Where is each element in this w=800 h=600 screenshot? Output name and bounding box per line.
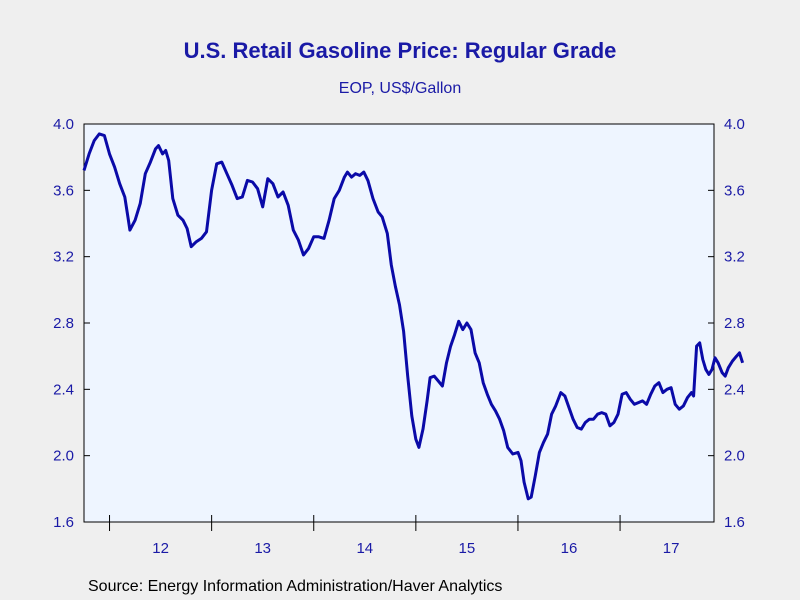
y-tick-label-left: 2.4 xyxy=(53,381,74,398)
series-line xyxy=(82,132,745,501)
x-tick-label: 12 xyxy=(152,540,169,557)
chart-title: U.S. Retail Gasoline Price: Regular Grad… xyxy=(183,38,617,63)
y-tick-label-left: 1.6 xyxy=(53,514,74,531)
chart-subtitle: EOP, US$/Gallon xyxy=(338,80,462,97)
x-tick-label: 16 xyxy=(561,540,578,557)
y-tick-label-right: 2.0 xyxy=(724,448,745,465)
y-tick-label-right: 3.2 xyxy=(724,249,745,266)
y-tick-label-left: 2.0 xyxy=(53,448,74,465)
y-tick-label-left: 2.8 xyxy=(53,315,74,332)
y-tick-label-right: 4.0 xyxy=(724,116,745,133)
plot-area xyxy=(83,123,715,523)
x-tick-label: 15 xyxy=(459,540,476,557)
x-tick-label: 14 xyxy=(356,540,373,557)
x-tick-label: 13 xyxy=(254,540,271,557)
y-tick-label-right: 2.4 xyxy=(724,381,745,398)
y-tick-label-right: 1.6 xyxy=(724,514,745,531)
source-note: Source: Energy Information Administratio… xyxy=(88,578,503,595)
y-axis-left: 1.6 2.0 2.4 2.8 3.2 3.6 4.0 xyxy=(53,116,90,531)
y-tick-label-right: 2.8 xyxy=(724,315,745,332)
y-axis-right: 1.6 2.0 2.4 2.8 3.2 3.6 4.0 xyxy=(708,116,745,531)
y-tick-label-left: 4.0 xyxy=(53,116,74,133)
y-tick-label-right: 3.6 xyxy=(724,182,745,199)
x-axis: 12 13 14 15 16 17 xyxy=(109,515,680,557)
y-tick-label-left: 3.6 xyxy=(53,182,74,199)
x-tick-label: 17 xyxy=(663,540,680,557)
y-tick-label-left: 3.2 xyxy=(53,249,74,266)
